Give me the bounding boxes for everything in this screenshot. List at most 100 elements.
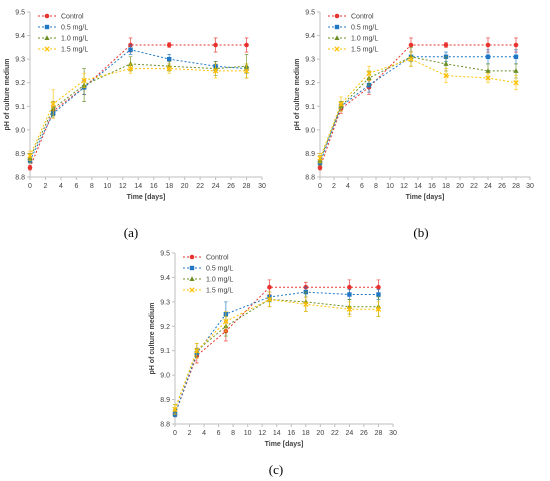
x-tick-label: 10 [103,183,111,190]
legend-label: 1.0 mg/L [351,36,378,43]
data-point [166,65,172,72]
y-tick-label: 9.3 [160,299,170,306]
x-tick-label: 8 [231,430,235,437]
data-point [443,72,449,79]
data-point [366,70,372,76]
legend-label: 1.5 mg/L [61,47,88,54]
legend: Control 0.5 mg/L 1.0 mg/L 1.5 mg/L [328,14,378,54]
data-point [50,101,56,107]
x-tick-label: 16 [428,183,436,190]
data-point [485,75,491,81]
data-point [513,68,519,73]
x-tick-label: 6 [360,183,364,190]
y-tick-label: 9.0 [15,127,25,134]
y-axis-label: pH of culture medium [149,303,156,375]
data-point [408,56,414,62]
data-point [244,42,249,48]
data-point [81,77,87,84]
legend: Control 0.5 mg/L 1.0 mg/L 1.5 mg/L [183,255,233,295]
data-point [346,306,353,312]
data-point [376,292,381,297]
legend-label: 1.5 mg/L [206,288,233,295]
y-tick-label: 8.8 [15,175,25,182]
x-tick-label: 28 [512,183,520,190]
legend-marker [334,24,340,30]
legend-marker [44,46,50,52]
x-tick-label: 12 [119,183,127,190]
data-point [27,153,33,159]
data-point [194,348,200,354]
y-tick-label: 9.3 [15,57,25,64]
chart-panel-c: 8.88.99.09.19.29.39.49.50 2 4 6 8 10 12 14 16 18 2… [149,251,397,449]
x-tick-label: 0 [318,183,322,190]
x-tick-label: 14 [134,183,142,190]
legend-label: 0.5 mg/L [351,25,378,32]
y-tick-label: 8.9 [160,397,170,404]
x-tick-label: 22 [331,430,339,437]
legend-marker [44,24,50,30]
data-point [166,42,172,48]
legend-marker [44,13,50,19]
series-control [27,37,249,171]
legend-label: 1.5 mg/L [351,47,378,54]
legend-marker [189,265,195,271]
y-tick-label: 9.5 [160,251,170,258]
series-1-5-mg-l [27,63,250,161]
x-tick-label: 4 [346,183,350,190]
x-tick-label: 20 [456,183,464,190]
x-tick-label: 16 [150,183,158,190]
x-tick-label: 24 [346,430,354,437]
legend-label: 0.5 mg/L [61,25,88,32]
data-point [127,65,134,72]
data-point [128,47,133,52]
series-line [174,298,379,410]
x-tick-label: 6 [217,430,221,437]
series-line [319,58,517,159]
y-tick-label: 8.8 [305,175,315,182]
legend-marker [189,287,195,293]
data-point [513,80,519,86]
x-tick-label: 20 [316,430,324,437]
data-point [266,296,273,303]
legend-label: Control [61,14,84,21]
data-point [167,56,172,62]
x-tick-label: 30 [258,183,266,190]
legend-marker [334,35,340,40]
x-tick-label: 12 [258,430,266,437]
series-line [29,44,247,168]
x-tick-label: 30 [526,183,534,190]
panel-label-b: (b) [413,225,428,240]
panel-label-c: (c) [269,462,283,477]
x-tick-label: 18 [302,430,310,437]
data-point [485,54,491,59]
x-tick-label: 12 [400,183,408,190]
y-tick-label: 9.3 [305,57,315,64]
legend-label: 1.0 mg/L [206,277,233,284]
data-point [243,68,250,74]
y-tick-label: 9.5 [305,10,315,17]
data-point [375,306,382,312]
legend-marker [44,35,50,40]
legend-label: Control [351,14,374,21]
data-point [213,42,218,48]
series-line [174,286,379,415]
series-line [319,44,516,168]
series-1-0-mg-l [317,46,519,166]
x-tick-label: 22 [196,183,204,190]
data-point [443,42,449,48]
x-tick-label: 20 [181,183,189,190]
x-tick-label: 8 [374,183,378,190]
data-point [408,42,414,48]
data-point [347,292,352,297]
data-point [485,42,491,48]
data-point [27,165,33,170]
x-tick-label: 2 [188,430,192,437]
legend-marker [189,276,195,281]
x-tick-label: 0 [173,430,177,437]
x-tick-label: 30 [389,430,397,437]
y-tick-label: 9.0 [305,127,315,134]
data-point [443,61,449,66]
x-tick-label: 28 [243,183,251,190]
x-tick-label: 8 [90,183,94,190]
